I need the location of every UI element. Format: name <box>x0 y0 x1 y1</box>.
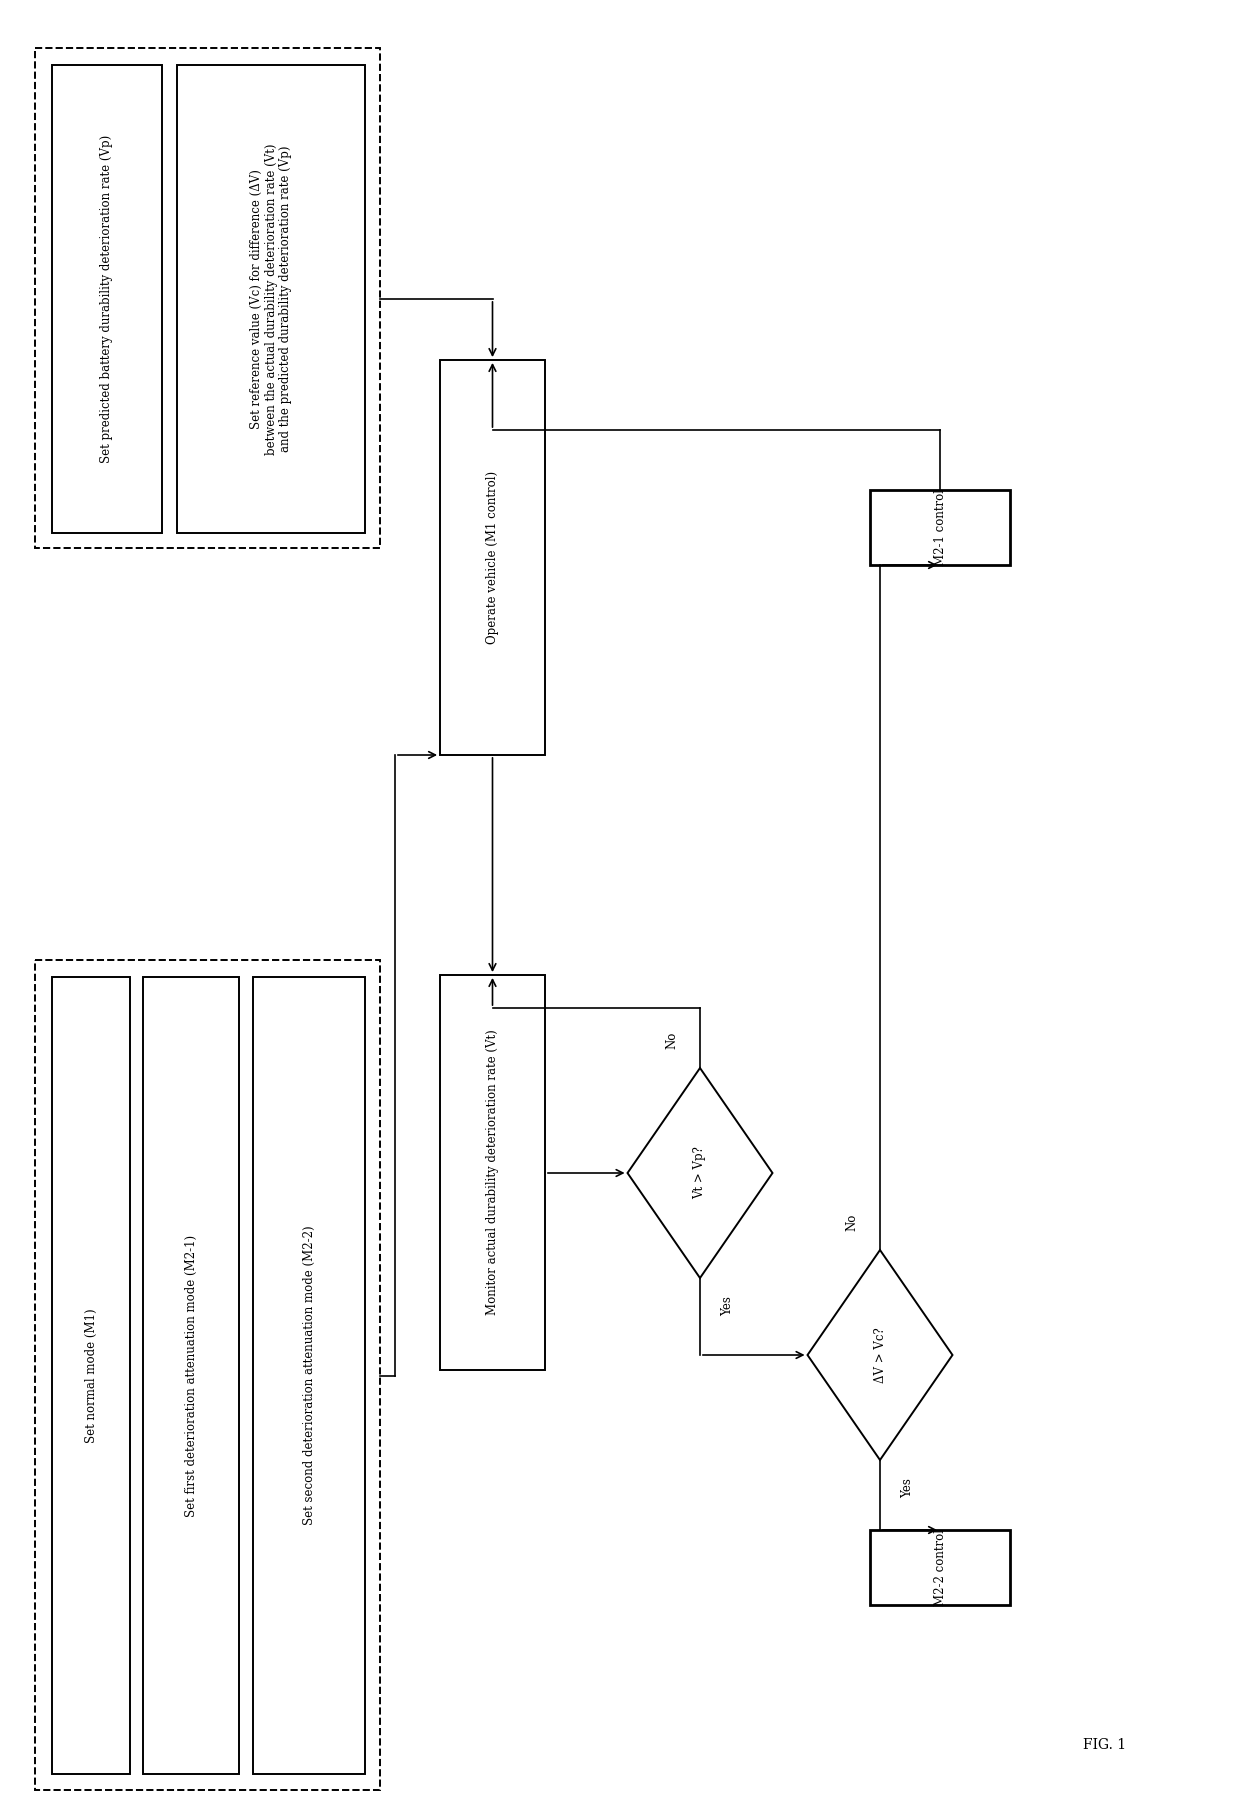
Text: Set normal mode (M1): Set normal mode (M1) <box>84 1309 98 1443</box>
Text: FIG. 1: FIG. 1 <box>1084 1739 1127 1751</box>
Bar <box>143 977 239 1773</box>
Text: Operate vehicle (M1 control): Operate vehicle (M1 control) <box>486 471 498 644</box>
Bar <box>440 361 546 754</box>
Text: No: No <box>666 1032 678 1048</box>
Text: Set predicted battery durability deterioration rate (Vp): Set predicted battery durability deterio… <box>100 134 114 462</box>
Text: Set first deterioration attenuation mode (M2-1): Set first deterioration attenuation mode… <box>185 1235 197 1516</box>
Bar <box>177 65 365 533</box>
Bar <box>35 961 379 1789</box>
Bar <box>52 65 162 533</box>
Text: ΔV > Vc?: ΔV > Vc? <box>873 1327 887 1383</box>
Text: Yes: Yes <box>722 1296 734 1316</box>
Text: Set second deterioration attenuation mode (M2-2): Set second deterioration attenuation mod… <box>303 1226 315 1525</box>
Polygon shape <box>627 1068 773 1278</box>
Text: M2-1 control: M2-1 control <box>934 490 946 566</box>
Bar <box>35 47 379 548</box>
Bar <box>870 1530 1011 1605</box>
Polygon shape <box>807 1249 952 1459</box>
Bar <box>870 490 1011 566</box>
Bar <box>253 977 365 1773</box>
Text: Monitor actual durability deterioration rate (Vt): Monitor actual durability deterioration … <box>486 1030 498 1316</box>
Bar <box>52 977 130 1773</box>
Bar <box>440 975 546 1371</box>
Text: M2-2 control: M2-2 control <box>934 1528 946 1606</box>
Text: Vt > Vp?: Vt > Vp? <box>693 1146 707 1200</box>
Text: No: No <box>846 1213 858 1231</box>
Text: Yes: Yes <box>901 1478 915 1498</box>
Text: Set reference value (Vc) for difference (ΔV)
between the actual durability deter: Set reference value (Vc) for difference … <box>249 143 293 455</box>
